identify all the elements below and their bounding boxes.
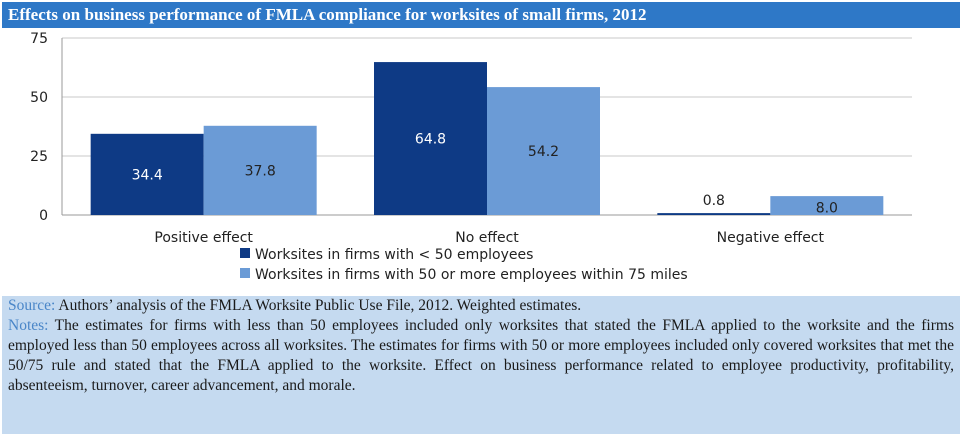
chart-title: Effects on business performance of FMLA …: [2, 2, 960, 28]
y-tick-label: 50: [30, 90, 48, 106]
x-category-label: Positive effect: [154, 230, 253, 246]
legend-label: Worksites in firms with 50 or more emplo…: [255, 267, 688, 283]
bar-value-label: 54.2: [528, 144, 559, 160]
source-text: Authors’ analysis of the FMLA Worksite P…: [55, 297, 582, 314]
bar-large-firms: [770, 196, 884, 215]
bar-value-label: 0.8: [703, 193, 725, 209]
bar-small-firms: [657, 213, 771, 215]
source-line: Source: Authors’ analysis of the FMLA Wo…: [8, 296, 954, 316]
x-axis-categories: Positive effect No effect Negative effect: [154, 230, 824, 246]
y-axis-ticks: 0 25 50 75: [30, 31, 48, 224]
x-category-label: No effect: [455, 230, 519, 246]
notes-box: Source: Authors’ analysis of the FMLA Wo…: [2, 296, 960, 434]
y-tick-label: 25: [30, 149, 48, 165]
legend-swatch: [240, 268, 250, 278]
bar-small-firms: [90, 133, 204, 215]
bar-value-label: 64.8: [415, 132, 446, 148]
legend-label: Worksites in firms with < 50 employees: [255, 247, 533, 263]
y-tick-label: 75: [30, 31, 48, 47]
bar-chart: 0 25 50 75 34.4 37.8 64.8 54.2 0.8 8.0 Positive …: [30, 31, 912, 283]
bar-value-label: 34.4: [132, 167, 163, 183]
notes-text: The estimates for firms with less than 5…: [8, 317, 954, 394]
bar-large-firms: [203, 125, 317, 215]
legend-swatch: [240, 248, 250, 258]
source-label: Source:: [8, 297, 56, 314]
notes-line: Notes: The estimates for firms with less…: [8, 316, 954, 396]
x-category-label: Negative effect: [717, 230, 825, 246]
bar-small-firms: [374, 62, 487, 216]
notes-label: Notes:: [8, 317, 49, 334]
bars: 34.4 37.8 64.8 54.2 0.8 8.0: [90, 62, 884, 217]
legend: Worksites in firms with < 50 employees Wo…: [240, 247, 688, 283]
y-tick-label: 0: [39, 208, 48, 224]
bar-large-firms: [487, 87, 600, 215]
bar-value-label: 37.8: [245, 163, 276, 179]
bar-value-label: 8.0: [816, 201, 838, 217]
